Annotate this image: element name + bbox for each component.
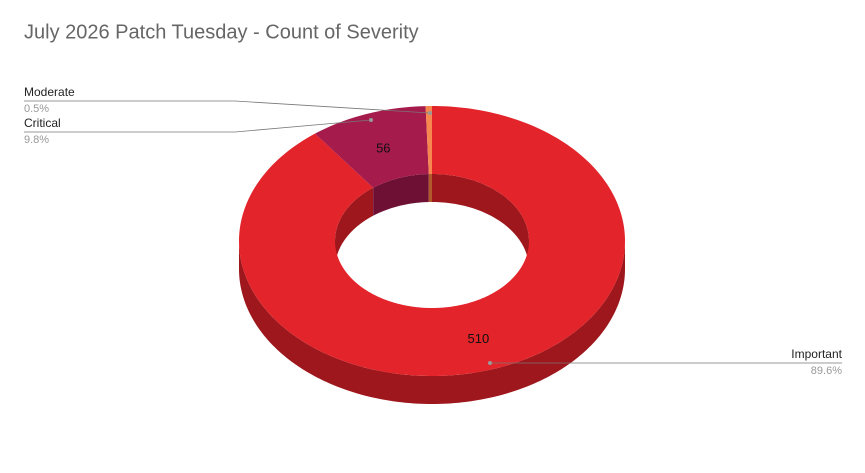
leader-dot bbox=[428, 111, 432, 115]
leader-line bbox=[24, 119, 372, 133]
slice-name-label: Moderate bbox=[24, 85, 75, 99]
slice-percent-label: 89.6% bbox=[811, 365, 842, 377]
inner-wall bbox=[432, 174, 529, 269]
donut-slice bbox=[239, 106, 625, 376]
donut-slice bbox=[425, 106, 432, 175]
slice-value-label: 56 bbox=[376, 140, 390, 155]
inner-wall bbox=[335, 187, 374, 269]
slice-value-label: 510 bbox=[468, 331, 490, 346]
slice-name-label: Important bbox=[791, 347, 842, 361]
inner-wall bbox=[373, 174, 429, 216]
slice-percent-label: 9.8% bbox=[24, 134, 49, 146]
chart-title: July 2026 Patch Tuesday - Count of Sever… bbox=[24, 21, 419, 43]
leader-line bbox=[24, 100, 431, 114]
slice-percent-label: 0.5% bbox=[24, 103, 49, 115]
inner-wall bbox=[428, 174, 432, 203]
donut-slice bbox=[314, 106, 429, 188]
leader-dot bbox=[369, 118, 373, 122]
leader-dot bbox=[488, 361, 492, 365]
slice-name-label: Critical bbox=[24, 116, 61, 130]
